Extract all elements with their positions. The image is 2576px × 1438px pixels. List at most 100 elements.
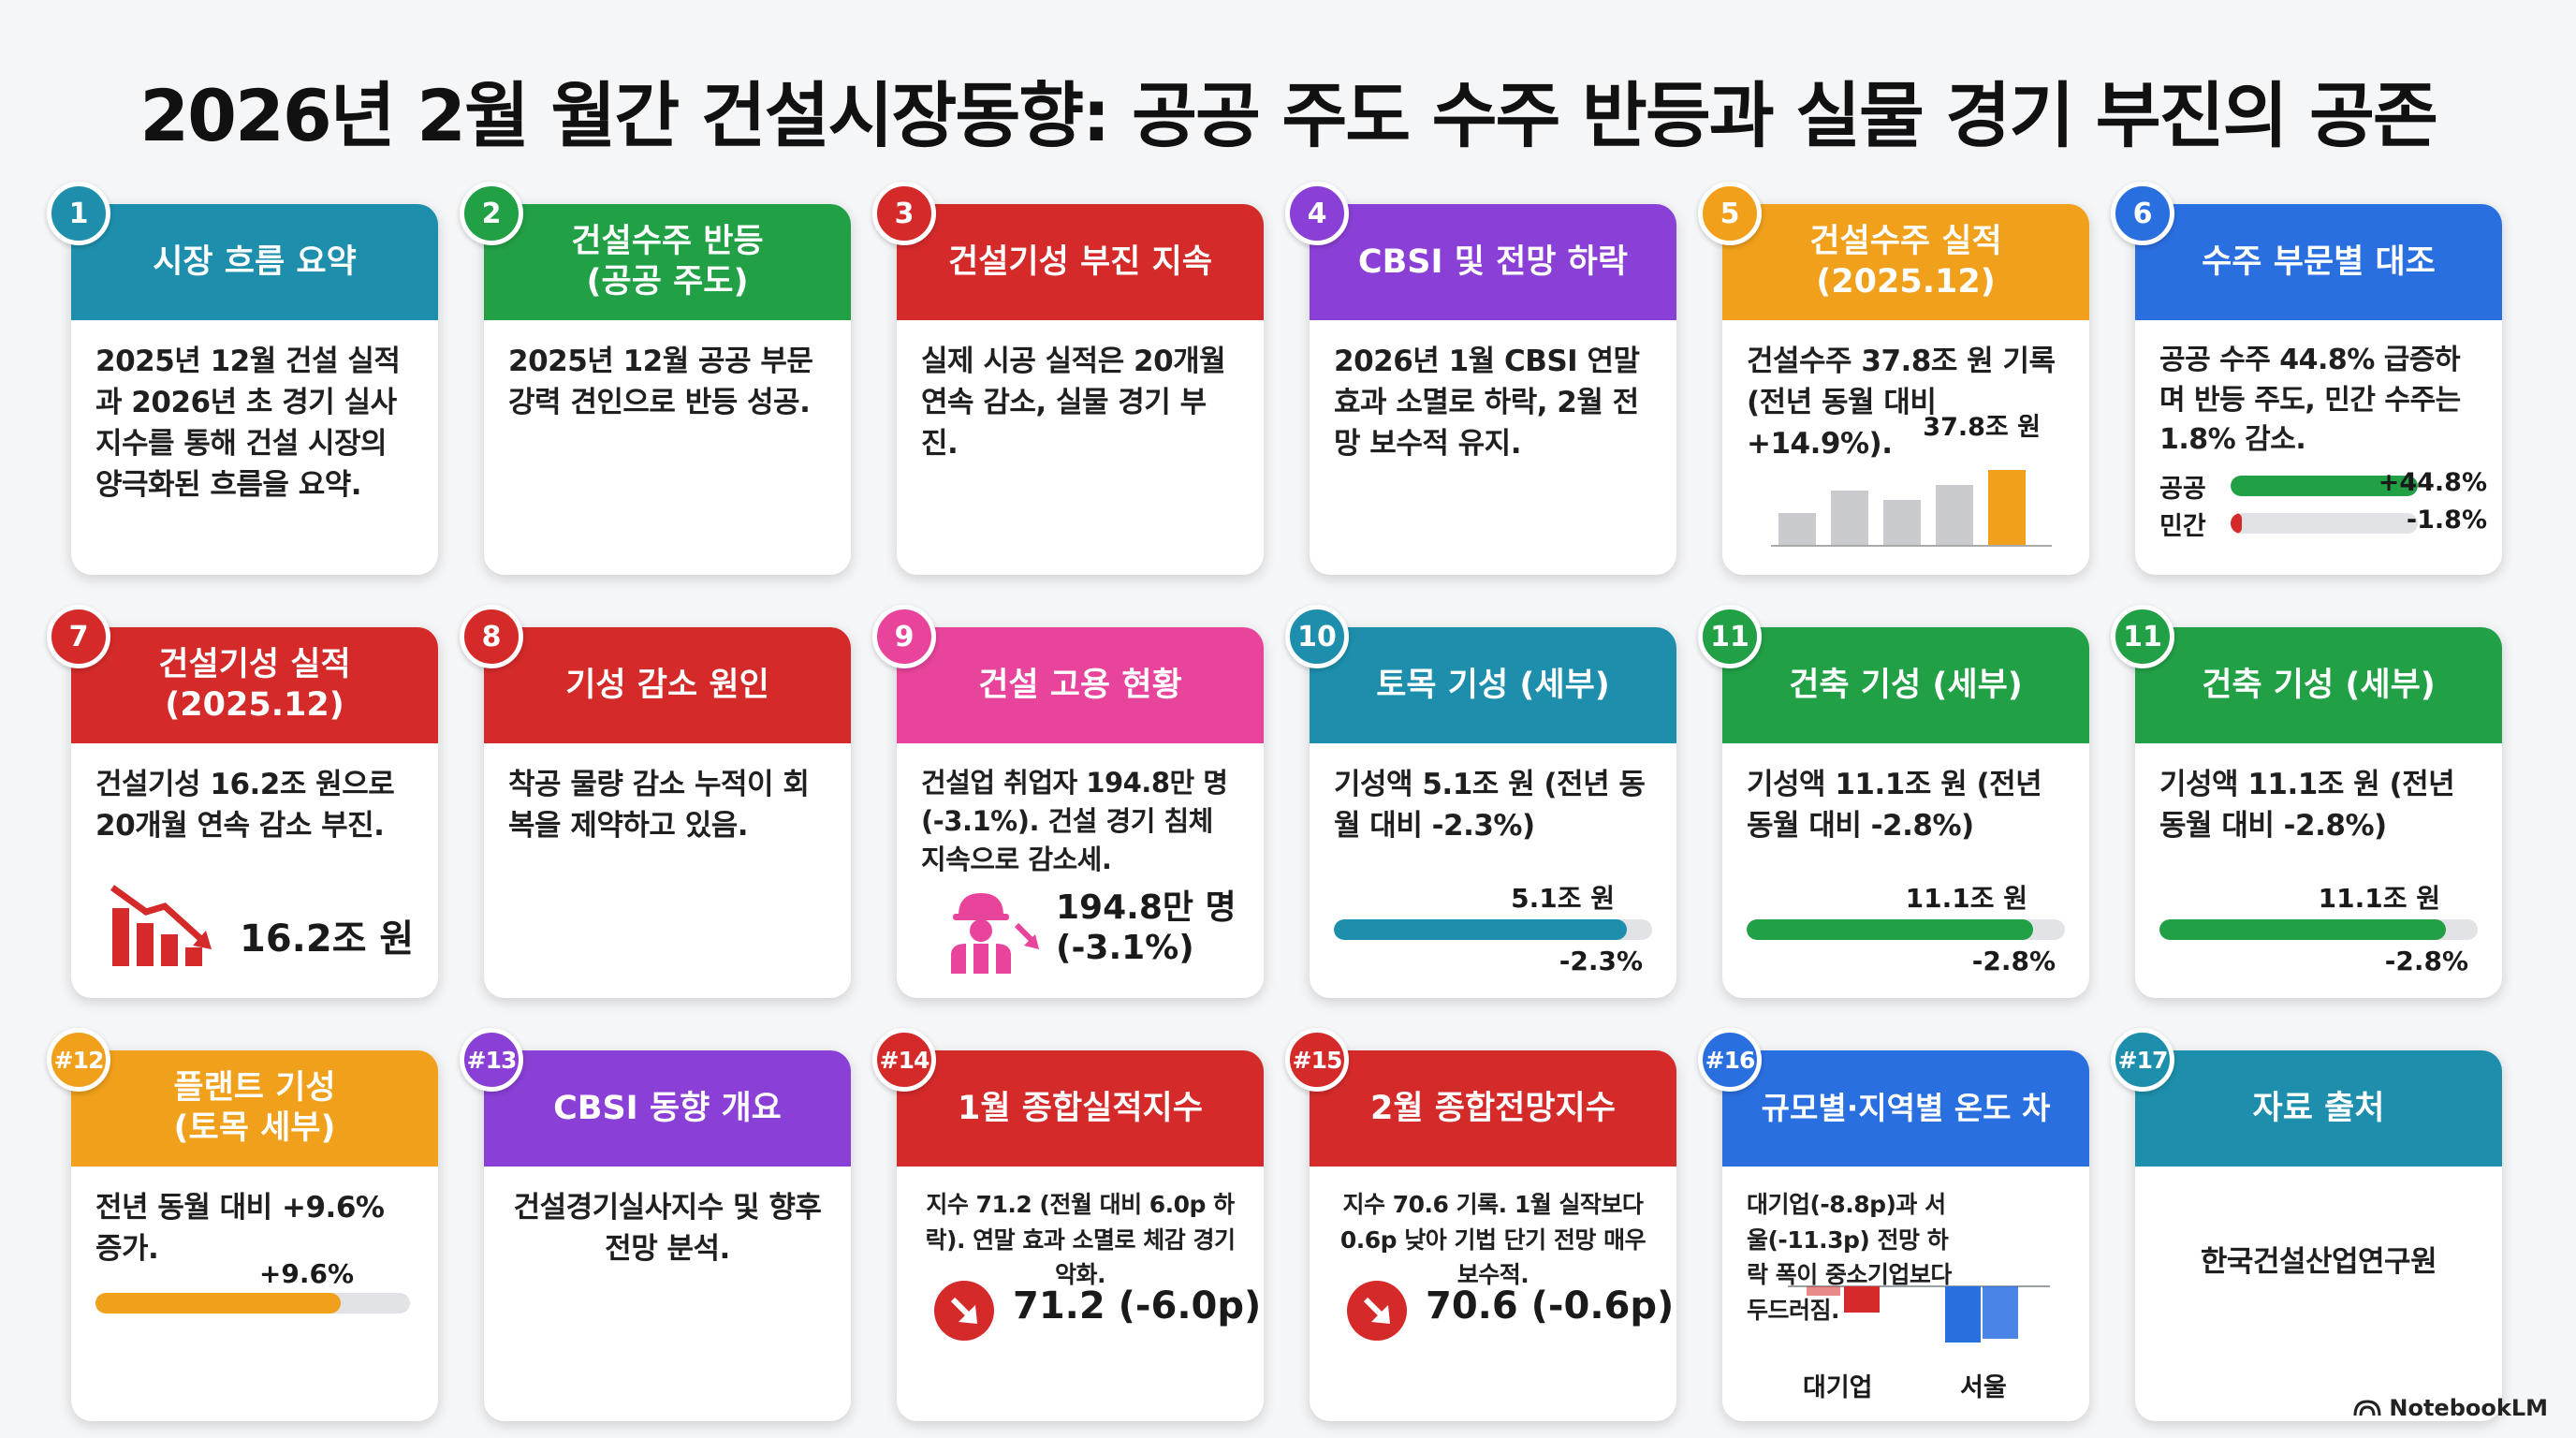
card-title: 플랜트 기성 (토목 세부): [71, 1050, 438, 1167]
card-number-badge: 5: [1698, 182, 1762, 245]
card-title: 건설수주 반등 (공공 주도): [484, 204, 851, 320]
card-employment: 건설 고용 현황 9 건설업 취업자 194.8만 명 (-3.1%). 건설 …: [872, 605, 1264, 998]
card-number-badge: 8: [460, 605, 523, 668]
progress-change: -2.8%: [2384, 946, 2468, 976]
compare-label: 공공: [2159, 475, 2206, 504]
progress-building: 11.1조 원 -2.8%: [1747, 878, 2065, 976]
card-text: 건설기성 16.2조 원으로 20개월 연속 감소 부진.: [95, 768, 395, 844]
compare-fill: [2231, 513, 2242, 534]
card-text: 건설경기실사지수 및 향후 전망 분석.: [513, 1191, 822, 1267]
compare-row-private: 민간 -1.8%: [2159, 506, 2487, 541]
card-title: 기성 감소 원인: [484, 627, 851, 743]
card-title: 토목 기성 (세부): [1310, 627, 1676, 743]
progress-plant: +9.6%: [95, 1258, 410, 1313]
card-orders-result: 건설수주 실적 (2025.12) 5 건설수주 37.8조 원 기록 (전년 …: [1698, 182, 2089, 575]
card-title: 건설 고용 현황: [897, 627, 1264, 743]
progress-label: 11.1조 원: [2318, 883, 2440, 914]
employment-value: 194.8만 명 (-3.1%): [1056, 888, 1237, 968]
card-title: CBSI 동향 개요: [484, 1050, 851, 1167]
bar-seoul: [1945, 1286, 1981, 1343]
card-source: 자료 출처 #17 한국건설산업연구원: [2111, 1028, 2502, 1421]
jan-index-value: 71.2 (-6.0p): [1013, 1284, 1262, 1328]
card-text: 2025년 12월 공공 부문 강력 견인으로 반등 성공.: [508, 345, 813, 420]
progress-label: 11.1조 원: [1905, 883, 2027, 914]
card-text: 건설수주 37.8조 원 기록 (전년 동월 대비 +14.9%).: [1747, 345, 2056, 462]
compare-track: [2231, 476, 2418, 496]
progress-label: 5.1조 원: [1511, 883, 1615, 914]
card-cbsi-overview: CBSI 동향 개요 #13 건설경기실사지수 및 향후 전망 분석.: [460, 1028, 851, 1421]
notebooklm-icon: [2353, 1400, 2381, 1416]
card-number-badge: #12: [47, 1028, 110, 1092]
card-title: 자료 출처: [2135, 1050, 2502, 1167]
card-title: 건축 기성 (세부): [2135, 627, 2502, 743]
card-text: 기성액 11.1조 원 (전년 동월 대비 -2.8%): [2159, 768, 2455, 844]
footer-brand: NotebookLM: [2389, 1395, 2548, 1421]
progress-track: [95, 1293, 410, 1313]
card-text: 지수 70.6 기록. 1월 실작보다 0.6p 낮아 기법 단기 전망 매우 …: [1339, 1191, 1647, 1288]
bar-label-seoul: 서울: [1960, 1373, 2007, 1402]
completion-value: 16.2조 원: [240, 917, 415, 961]
card-market-summary: 시장 흐름 요약 1 2025년 12월 건설 실적과 2026년 초 경기 실…: [47, 182, 438, 575]
card-number-badge: 7: [47, 605, 110, 668]
compare-label: 민간: [2159, 512, 2206, 541]
card-number-badge: 11: [2111, 605, 2174, 668]
card-jan-index: 1월 종합실적지수 #14 지수 71.2 (전월 대비 6.0p 하락). 연…: [872, 1028, 1264, 1421]
card-orders-rebound: 건설수주 반등 (공공 주도) 2 2025년 12월 공공 부문 강력 견인으…: [460, 182, 851, 575]
bar-large-firms: [1844, 1286, 1880, 1313]
mini-bar: [1831, 491, 1868, 547]
card-feb-outlook: 2월 종합전망지수 #15 지수 70.6 기록. 1월 실작보다 0.6p 낮…: [1285, 1028, 1676, 1421]
card-title: 건설기성 실적 (2025.12): [71, 627, 438, 743]
feb-outlook-value: 70.6 (-0.6p): [1426, 1284, 1675, 1328]
card-number-badge: 6: [2111, 182, 2174, 245]
card-number-badge: 3: [872, 182, 936, 245]
progress-fill: [2159, 919, 2446, 940]
card-text: 기성액 11.1조 원 (전년 동월 대비 -2.8%): [1747, 768, 2042, 844]
progress-track: [2159, 919, 2478, 940]
card-number-badge: #16: [1698, 1028, 1762, 1092]
card-cbsi-decline: CBSI 및 전망 하락 4 2026년 1월 CBSI 연말 효과 소멸로 하…: [1285, 182, 1676, 575]
card-text: 대기업(-8.8p)과 서울(-11.3p) 전망 하락 폭이 중소기업보다 두…: [1747, 1191, 1952, 1324]
progress-fill: [1334, 919, 1627, 940]
card-civil-completion: 토목 기성 (세부) 10 기성액 5.1조 원 (전년 동월 대비 -2.3%…: [1285, 605, 1676, 998]
card-title: 건설기성 부진 지속: [897, 204, 1264, 320]
card-text: 기성액 5.1조 원 (전년 동월 대비 -2.3%): [1334, 768, 1646, 844]
declining-bar-chart-icon: [110, 885, 212, 966]
card-plant-completion: 플랜트 기성 (토목 세부) #12 전년 동월 대비 +9.6% 증가. +9…: [47, 1028, 438, 1421]
progress-building: 11.1조 원 -2.8%: [2159, 878, 2478, 976]
card-title: 건축 기성 (세부): [1722, 627, 2089, 743]
mini-bar: [1883, 500, 1921, 547]
card-size-region-gap: 규모별·지역별 온도 차 #16 대기업(-8.8p)과 서울(-11.3p) …: [1698, 1028, 2089, 1421]
page-title: 2026년 2월 월간 건설시장동향: 공공 주도 수주 반등과 실물 경기 부…: [139, 74, 2438, 157]
compare-track: [2231, 513, 2418, 534]
card-title: 수주 부문별 대조: [2135, 204, 2502, 320]
bar-label-large-firms: 대기업: [1803, 1373, 1873, 1402]
card-title: 시장 흐름 요약: [71, 204, 438, 320]
card-number-badge: 11: [1698, 605, 1762, 668]
notebooklm-logo: NotebookLM: [2353, 1395, 2548, 1421]
compare-row-public: 공공 +44.8%: [2159, 468, 2487, 504]
mini-bar-highlight: [1988, 470, 2026, 547]
card-text: 건설업 취업자 194.8만 명 (-3.1%). 건설 경기 침체 지속으로 …: [921, 767, 1228, 876]
progress-change: -2.3%: [1559, 946, 1643, 976]
compare-value: -1.8%: [2406, 506, 2487, 535]
size-region-bar-chart: [1788, 1285, 2050, 1343]
card-title: 건설수주 실적 (2025.12): [1722, 204, 2089, 320]
card-text: 공공 수주 44.8% 급증하며 반등 주도, 민간 수주는 1.8% 감소.: [2159, 344, 2461, 457]
card-grid: 시장 흐름 요약 1 2025년 12월 건설 실적과 2026년 초 경기 실…: [47, 182, 2502, 1421]
card-number-badge: 1: [47, 182, 110, 245]
down-arrow-icon: [1347, 1281, 1407, 1341]
card-title: CBSI 및 전망 하락: [1310, 204, 1676, 320]
progress-track: [1747, 919, 2065, 940]
card-number-badge: #17: [2111, 1028, 2174, 1092]
card-title: 1월 종합실적지수: [897, 1050, 1264, 1167]
card-text: 지수 71.2 (전월 대비 6.0p 하락). 연말 효과 소멸로 체감 경기…: [925, 1191, 1236, 1288]
card-sector-compare: 수주 부문별 대조 6 공공 수주 44.8% 급증하며 반등 주도, 민간 수…: [2111, 182, 2502, 575]
card-completion-result: 건설기성 실적 (2025.12) 7 건설기성 16.2조 원으로 20개월 …: [47, 605, 438, 998]
card-completion-slump: 건설기성 부진 지속 3 실제 시공 실적은 20개월 연속 감소, 실물 경기…: [872, 182, 1264, 575]
mini-bar-chart: 37.8조 원: [1771, 406, 2052, 547]
card-text: 실제 시공 실적은 20개월 연속 감소, 실물 경기 부진.: [921, 345, 1226, 462]
card-building-completion: 건축 기성 (세부) 11 기성액 11.1조 원 (전년 동월 대비 -2.8…: [1698, 605, 2089, 998]
progress-fill: [1747, 919, 2033, 940]
card-text: 착공 물량 감소 누적이 회복을 제약하고 있음.: [508, 768, 810, 844]
progress-civil: 5.1조 원 -2.3%: [1334, 878, 1652, 976]
